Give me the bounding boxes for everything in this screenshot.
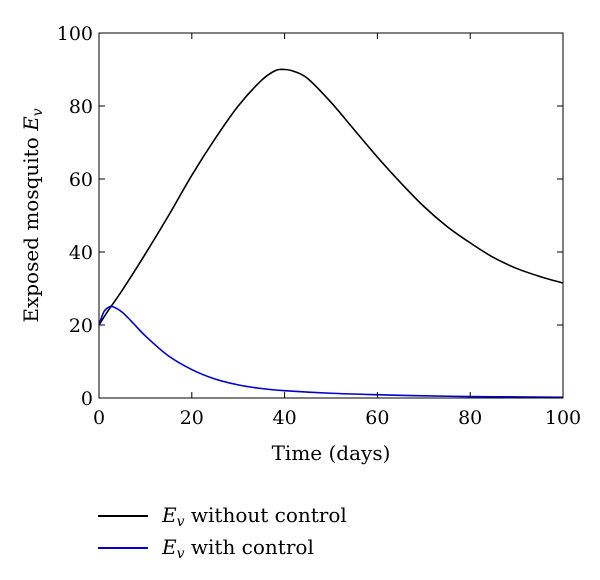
y-tick-label: 20 xyxy=(69,315,93,337)
legend-item-with-control: Ev with control xyxy=(98,532,347,564)
plot-frame xyxy=(98,32,564,399)
legend-text: without control xyxy=(184,502,347,527)
legend-swatch-with-control xyxy=(98,547,148,549)
series-layer xyxy=(98,68,564,399)
legend-item-without-control: Ev without control xyxy=(98,500,347,532)
y-tick-label: 100 xyxy=(57,23,93,45)
legend-subscript: v xyxy=(176,513,185,530)
ticks-layer: 0 20 40 60 80 100 0 20 40 60 80 100 xyxy=(57,23,581,429)
legend: Ev without control Ev with control xyxy=(98,500,347,564)
x-tick-label: 100 xyxy=(545,407,581,429)
legend-symbol: E xyxy=(162,502,177,527)
y-axis-label: Exposed mosquito Ev xyxy=(19,108,46,322)
line-chart: 0 20 40 60 80 100 0 20 40 60 80 100 Time (days) Exp… xyxy=(19,23,581,465)
y-tick-label: 60 xyxy=(69,169,93,191)
y-tick-label: 40 xyxy=(69,242,93,264)
series-line-0 xyxy=(98,68,564,326)
x-tick-label: 20 xyxy=(180,407,204,429)
legend-swatch-without-control xyxy=(98,515,148,517)
x-tick-label: 40 xyxy=(273,407,297,429)
legend-symbol: E xyxy=(162,534,177,559)
legend-subscript: v xyxy=(176,545,185,562)
x-tick-label: 0 xyxy=(93,407,105,429)
x-tick-label: 80 xyxy=(458,407,482,429)
legend-text: with control xyxy=(184,534,314,559)
legend-label-with-control: Ev with control xyxy=(162,535,314,562)
y-tick-label: 80 xyxy=(69,96,93,118)
series-line-1 xyxy=(98,305,564,399)
legend-label-without-control: Ev without control xyxy=(162,503,347,530)
y-tick-label: 0 xyxy=(81,388,93,410)
x-tick-label: 60 xyxy=(365,407,389,429)
x-axis-label: Time (days) xyxy=(272,441,391,465)
